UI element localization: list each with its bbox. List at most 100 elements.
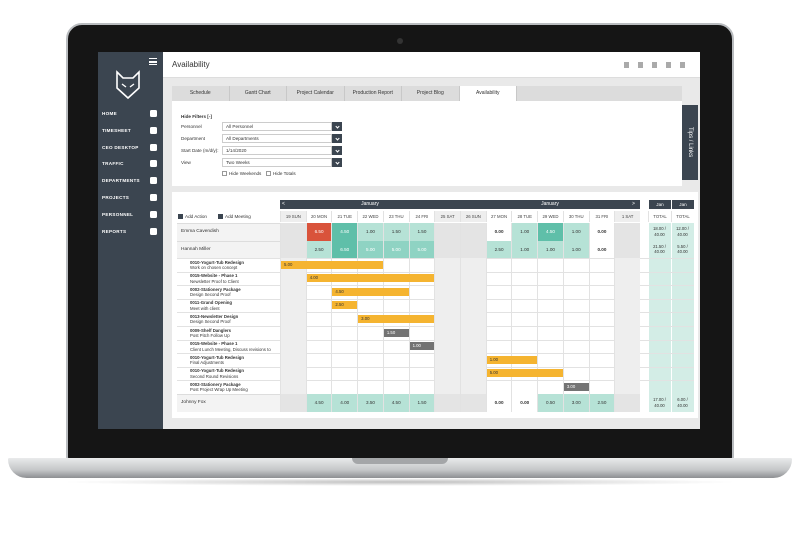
task-project[interactable]: 0015-Website - Phase 1: [190, 273, 238, 279]
nav-icon: [150, 177, 157, 185]
tab[interactable]: Production Report: [345, 86, 402, 101]
task-project[interactable]: 0002-Stationery Package: [190, 381, 241, 387]
task-project[interactable]: 0010-Yogurt-Tub Redesign: [190, 354, 245, 360]
chevron: [334, 123, 340, 129]
task-project[interactable]: 0009-Shelf Danglers: [190, 327, 232, 333]
nav-item[interactable]: TRAFFIC: [102, 161, 124, 167]
filter-toggle[interactable]: Hide Filters [-]: [181, 114, 212, 119]
tab[interactable]: Project Calendar: [287, 86, 345, 101]
hours-cell: 4.50: [331, 223, 358, 241]
nav-item[interactable]: REPORTS: [102, 228, 127, 234]
tab[interactable]: Gantt Chart: [230, 86, 287, 101]
task-name: Work on chosen concept: [190, 265, 238, 270]
day-header: 21 TUE: [331, 211, 357, 222]
grid-cell: [305, 326, 332, 340]
field-input[interactable]: Two Weeks: [222, 158, 332, 167]
menu-icon[interactable]: [149, 58, 157, 65]
base-notch: [352, 458, 448, 464]
grid-cell: [460, 326, 486, 340]
laptop-base: [8, 458, 792, 478]
hours-cell: 2.50: [588, 394, 615, 412]
task-bar: 1.00: [486, 355, 538, 364]
field-input[interactable]: All Personnel: [222, 122, 332, 131]
action-icon[interactable]: [178, 214, 183, 219]
task-name: Design Second Proof: [190, 319, 231, 325]
field-button[interactable]: [332, 122, 342, 131]
nav-prev[interactable]: <: [282, 201, 285, 207]
grid-cell: [408, 258, 435, 272]
task-bar: 1.50: [383, 328, 409, 337]
grid-cell: [537, 339, 563, 354]
task-bar: 3.00: [358, 314, 435, 323]
hours-cell: 2.50: [485, 240, 512, 258]
task-project[interactable]: 0010-Yogurt-Tub Redesign: [190, 259, 245, 265]
grid-cell: [331, 326, 357, 340]
day-header: 30 THU: [562, 211, 589, 222]
person-name[interactable]: Johnny Fox: [181, 400, 206, 405]
task-bar: 1.00: [409, 342, 435, 351]
totals-column: [671, 223, 694, 412]
grid-cell: [537, 380, 563, 394]
tab[interactable]: Schedule: [172, 86, 230, 101]
day-header: 25 SAT: [434, 211, 460, 222]
grid-cell: [562, 312, 589, 326]
tips-tab[interactable]: [682, 105, 698, 180]
nav-item[interactable]: PROJECTS: [102, 195, 130, 200]
grid-cell: [357, 312, 383, 326]
grid-cell: [485, 353, 512, 367]
task-project[interactable]: 0013-Newsletter Design: [190, 313, 239, 319]
hours-cell: 1.00: [511, 240, 538, 258]
hours-cell: [614, 223, 640, 241]
hours-cell: [434, 394, 460, 412]
grid-cell: [588, 285, 615, 299]
task-project[interactable]: 0011-Grand Opening: [190, 300, 233, 306]
task-project[interactable]: 0010-Yogurt-Tub Redesign: [190, 368, 245, 374]
grid-cell: [382, 339, 409, 354]
totals-column: [648, 223, 671, 412]
nav-next[interactable]: >: [632, 201, 635, 207]
grid-cell: [485, 326, 512, 340]
tips-label[interactable]: Tips / Links: [687, 127, 693, 158]
field-input[interactable]: 1/14/2020: [222, 146, 332, 155]
base-shadow: [60, 478, 740, 486]
checkbox[interactable]: [222, 171, 227, 176]
grid-cell: [588, 326, 615, 340]
field-button[interactable]: [332, 146, 342, 155]
checkbox[interactable]: [266, 171, 271, 176]
grid-cell: [511, 380, 537, 394]
field-input[interactable]: All Departments: [222, 134, 332, 143]
sidebar: [98, 52, 163, 429]
grid-cell: [562, 271, 589, 286]
grid-cell: [614, 326, 640, 340]
task-project[interactable]: 0015-Website - Phase 1: [190, 341, 238, 347]
grid-cell: [485, 285, 512, 299]
grid-cell: [460, 339, 486, 354]
page-title: Availability: [172, 60, 210, 69]
nav-item[interactable]: CEO DESKTOP: [102, 144, 139, 150]
field-button[interactable]: [332, 134, 342, 143]
grid-cell: [537, 312, 563, 326]
grid-cell: [357, 326, 383, 340]
nav-item[interactable]: DEPARTMENTS: [102, 178, 140, 184]
grid-cell: [588, 271, 615, 286]
person-total: 21.50 / 40.00: [653, 243, 666, 255]
nav-item[interactable]: HOME: [102, 111, 117, 116]
tab[interactable]: Project Blog: [402, 86, 460, 101]
nav-icon: [150, 126, 157, 134]
tab[interactable]: Availability: [459, 86, 517, 101]
hours-cell: 1.00: [357, 223, 383, 241]
action-label[interactable]: Add Action: [185, 214, 207, 219]
action-label[interactable]: Add Meeting: [225, 214, 251, 219]
nav-item[interactable]: TIMESHEET: [102, 127, 131, 133]
hours-cell: 1.50: [408, 223, 435, 241]
action-icon[interactable]: [218, 214, 223, 219]
person-name[interactable]: Emma Cavendish: [181, 229, 219, 234]
person-total: 17.00 / 40.00: [653, 397, 666, 408]
hours-cell: 3.00: [562, 394, 589, 412]
grid-cell: [331, 285, 357, 299]
task-project[interactable]: 0002-Stationery Package: [190, 286, 241, 292]
person-name[interactable]: Hannah Miller: [181, 246, 211, 252]
nav-item[interactable]: PERSONNEL: [102, 211, 134, 217]
hours-cell: 1.50: [382, 223, 409, 241]
field-button[interactable]: [332, 158, 342, 167]
